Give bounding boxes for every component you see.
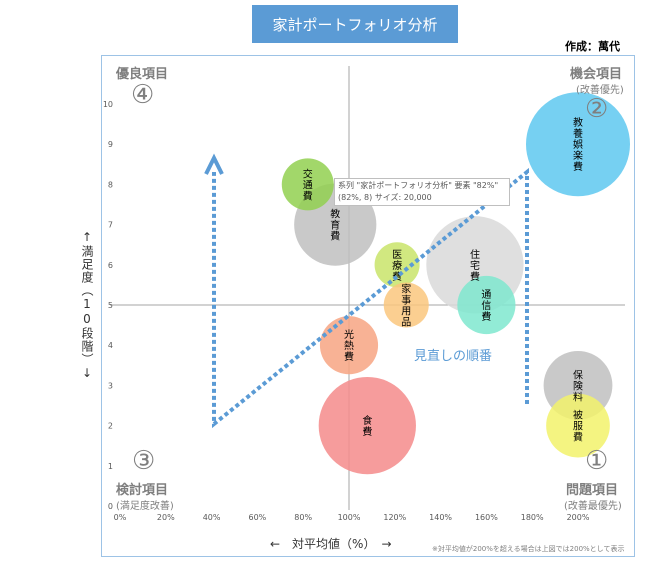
x-tick-label: 200% [567, 513, 590, 522]
y-tick-label: 2 [108, 422, 113, 431]
y-tick-label: 9 [108, 140, 113, 149]
x-tick-label: 80% [294, 513, 312, 522]
bubble-label: 住宅費 [470, 248, 480, 283]
chart-title: 家計ポートフォリオ分析 [252, 5, 458, 43]
author-label: 作成：萬代 [565, 40, 620, 53]
x-tick-label: 0% [114, 513, 127, 522]
bubble-label: 光熱費 [344, 328, 354, 363]
x-tick-label: 20% [157, 513, 175, 522]
quadrant-2-number: ② [585, 94, 609, 124]
bubble [526, 92, 630, 197]
quadrant-4-number: ④ [131, 80, 155, 110]
bubble [546, 393, 610, 458]
quadrant-1-sub: (改善最優先) [564, 501, 622, 512]
x-tick-label: 180% [521, 513, 544, 522]
tooltip-line-2: (82%, 8) サイズ: 20,000 [338, 193, 432, 202]
bubble-label: 教育費 [330, 208, 340, 243]
y-tick-label: 6 [108, 261, 113, 270]
y-tick-label: 10 [103, 100, 113, 109]
bubble-label: 教養娯楽費 [573, 116, 583, 173]
quadrant-1-number: ① [585, 446, 609, 476]
quadrant-4-label: 優良項目 [116, 67, 169, 82]
bubble [281, 158, 334, 211]
bubble-label: 家事用品 [401, 283, 411, 329]
y-tick-label: 4 [108, 341, 113, 350]
bubble [383, 282, 429, 328]
bubble-label: 交通費 [303, 167, 313, 202]
x-tick-label: 100% [338, 513, 361, 522]
review-order-path [212, 167, 529, 429]
footnote: ※対平均値が200%を超える場合は上図では200%として表示 [432, 545, 625, 553]
bubble [318, 376, 416, 475]
y-tick-label: 5 [108, 301, 113, 310]
x-tick-label: 120% [383, 513, 406, 522]
arrowhead-icon [204, 153, 224, 175]
y-tick-label: 7 [108, 221, 113, 230]
x-tick-label: 40% [203, 513, 221, 522]
x-tick-label: 60% [249, 513, 267, 522]
x-tick-label: 160% [475, 513, 498, 522]
data-tooltip: 系列 "家計ポートフォリオ分析" 要素 "82%" (82%, 8) サイズ: … [334, 178, 510, 206]
quadrant-3-sub: (満足度改善) [116, 501, 174, 512]
quadrant-2-label: 機会項目 [570, 67, 623, 82]
bubble-label: 医療費 [392, 249, 402, 283]
y-tick-label: 0 [108, 502, 113, 511]
bubble [319, 316, 379, 375]
review-order-annotation: 見直しの順番 [414, 349, 492, 364]
bubble-label: 被服費 [573, 409, 583, 444]
y-tick-label: 1 [108, 462, 113, 471]
bubble-label: 食費 [362, 414, 372, 438]
quadrant-3-number: ③ [132, 446, 156, 476]
y-axis-label: ↑満足度（10段階）↓ [80, 230, 94, 381]
tooltip-line-1: 系列 "家計ポートフォリオ分析" 要素 "82%" [338, 181, 499, 190]
bubble-label: 通信費 [481, 289, 491, 323]
quadrant-1-label: 問題項目 [566, 483, 619, 498]
bubble [457, 275, 516, 335]
x-tick-label: 140% [429, 513, 452, 522]
bubble [374, 242, 420, 288]
y-tick-label: 3 [108, 381, 113, 390]
bubble-label: 保険料 [573, 368, 583, 403]
quadrant-3-label: 検討項目 [116, 483, 169, 498]
x-axis-label: ← 対平均値（%） → [270, 537, 392, 551]
chart-frame [101, 55, 635, 557]
quadrant-2-sub: (改善優先) [576, 85, 624, 96]
y-tick-label: 8 [108, 180, 113, 189]
